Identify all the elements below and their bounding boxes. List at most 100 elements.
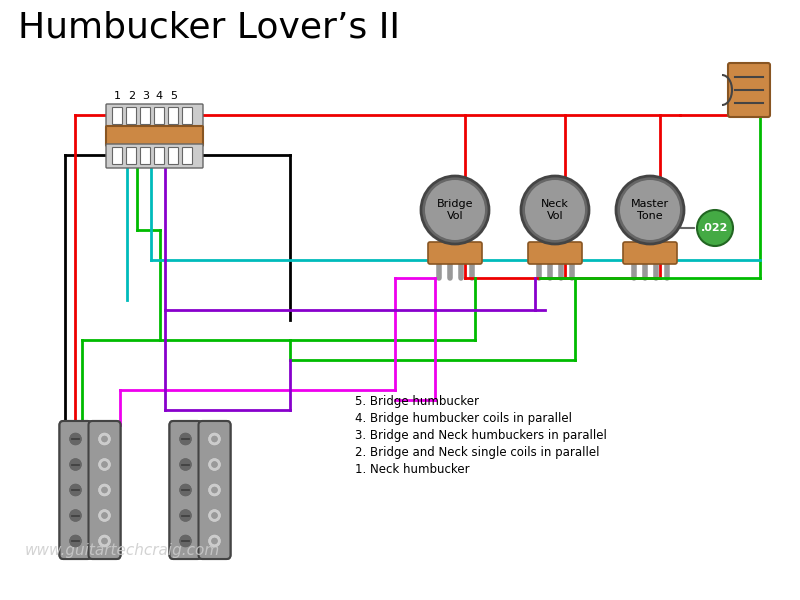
FancyBboxPatch shape [154,107,165,124]
Circle shape [697,210,733,246]
Circle shape [212,487,217,493]
Circle shape [212,437,217,442]
FancyBboxPatch shape [106,144,203,168]
Circle shape [102,462,107,467]
Circle shape [212,513,217,518]
Text: 3: 3 [142,91,149,101]
Circle shape [180,535,191,547]
Circle shape [102,513,107,518]
Circle shape [212,513,217,518]
FancyBboxPatch shape [106,104,203,128]
Circle shape [525,180,585,240]
Circle shape [99,510,110,521]
Circle shape [102,462,107,467]
Circle shape [99,433,110,445]
Circle shape [102,437,107,442]
FancyBboxPatch shape [141,148,150,164]
FancyBboxPatch shape [154,148,165,164]
Circle shape [425,180,485,240]
FancyBboxPatch shape [169,148,178,164]
Text: 5: 5 [170,91,177,101]
Circle shape [180,485,191,496]
FancyBboxPatch shape [728,63,770,117]
Circle shape [99,459,110,470]
Text: www.guitartechcraig.com: www.guitartechcraig.com [25,542,220,557]
Text: 1. Neck humbucker: 1. Neck humbucker [355,463,470,476]
Text: 4: 4 [156,91,163,101]
Circle shape [102,487,107,493]
FancyBboxPatch shape [59,421,91,559]
FancyBboxPatch shape [198,421,230,559]
Circle shape [99,433,110,445]
Circle shape [209,459,220,470]
FancyBboxPatch shape [182,148,193,164]
Circle shape [212,487,217,493]
FancyBboxPatch shape [59,421,91,559]
Text: 2: 2 [128,91,135,101]
FancyBboxPatch shape [169,107,178,124]
Circle shape [70,433,81,445]
Circle shape [616,176,684,244]
Circle shape [180,433,191,445]
Circle shape [99,510,110,521]
Circle shape [209,433,220,445]
FancyBboxPatch shape [170,421,202,559]
FancyBboxPatch shape [623,242,677,264]
Circle shape [421,176,489,244]
Circle shape [521,176,589,244]
Circle shape [70,485,81,496]
Circle shape [209,510,220,521]
Circle shape [99,535,110,547]
Circle shape [70,459,81,470]
FancyBboxPatch shape [126,148,137,164]
Text: .022: .022 [702,223,729,233]
Circle shape [70,459,81,470]
Circle shape [70,433,81,445]
Circle shape [212,539,217,544]
Circle shape [180,459,191,470]
Circle shape [209,535,220,547]
Circle shape [102,539,107,544]
FancyBboxPatch shape [428,242,482,264]
Circle shape [209,510,220,521]
Circle shape [209,535,220,547]
FancyBboxPatch shape [126,107,137,124]
Circle shape [180,510,191,521]
Circle shape [102,513,107,518]
Circle shape [70,510,81,521]
FancyBboxPatch shape [141,107,150,124]
Circle shape [212,539,217,544]
FancyBboxPatch shape [198,421,230,559]
Circle shape [180,433,191,445]
Circle shape [209,459,220,470]
Text: Humbucker Lover’s II: Humbucker Lover’s II [18,11,400,45]
Circle shape [209,433,220,445]
Text: Master
Tone: Master Tone [631,199,669,221]
FancyBboxPatch shape [89,421,121,559]
Circle shape [70,535,81,547]
Circle shape [70,510,81,521]
Circle shape [102,487,107,493]
Circle shape [102,437,107,442]
FancyBboxPatch shape [182,107,193,124]
Circle shape [99,485,110,496]
Circle shape [70,485,81,496]
Circle shape [180,459,191,470]
Circle shape [102,539,107,544]
Circle shape [99,459,110,470]
Circle shape [209,485,220,496]
FancyBboxPatch shape [170,421,202,559]
Circle shape [212,437,217,442]
Circle shape [212,462,217,467]
Text: 4. Bridge humbucker coils in parallel: 4. Bridge humbucker coils in parallel [355,412,572,425]
Circle shape [70,535,81,547]
Circle shape [180,485,191,496]
Text: 2. Bridge and Neck single coils in parallel: 2. Bridge and Neck single coils in paral… [355,446,599,459]
FancyBboxPatch shape [106,126,203,146]
Circle shape [180,510,191,521]
Circle shape [209,485,220,496]
Circle shape [99,535,110,547]
Text: 3. Bridge and Neck humbuckers in parallel: 3. Bridge and Neck humbuckers in paralle… [355,429,607,442]
Text: 5. Bridge humbucker: 5. Bridge humbucker [355,395,479,408]
Text: 1: 1 [114,91,121,101]
